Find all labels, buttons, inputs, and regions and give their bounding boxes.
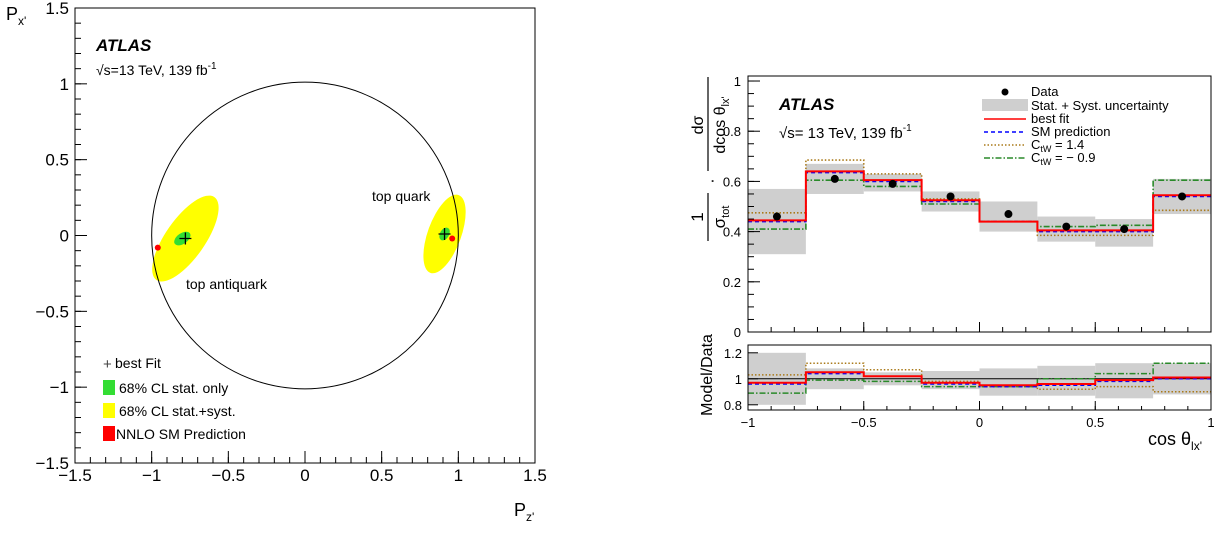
x-tick-label: −0.5 <box>212 466 246 485</box>
legend-label: SM prediction <box>1031 124 1110 139</box>
x-tick-label: 1 <box>454 466 463 485</box>
x-tick-label: −1 <box>741 415 756 430</box>
y-tick-label: 0.8 <box>723 124 741 139</box>
series-line <box>748 170 1211 232</box>
data-points <box>772 174 1187 234</box>
right-panel: 00.20.40.60.81 0.811.2−1 −0.5 0 0.5 1 ATLAS … <box>688 74 1215 453</box>
legend-stat-syst-swatch <box>103 403 115 418</box>
ylabel-sigma: σtot <box>710 206 732 229</box>
x-tick-label: 0 <box>300 466 309 485</box>
x-tick-label: 1.5 <box>523 466 547 485</box>
best-fit-marker <box>179 232 192 245</box>
left-panel: −1.5 −1 −0.5 0 0.5 1 1.5 −1.5 −1 −0.5 0 0.5 1 1.5 ATL… <box>6 0 547 524</box>
y-tick-label: 0.6 <box>723 174 741 189</box>
sm-prediction-point <box>449 235 456 242</box>
x-tick-label: −1 <box>142 466 161 485</box>
data-point <box>888 179 897 188</box>
top-antiquark-label: top antiquark <box>186 276 268 292</box>
left-legend: + best Fit 68% CL stat. only 68% CL stat… <box>103 355 246 442</box>
ratio-band-bin <box>979 368 1038 396</box>
y-tick-label: 1 <box>60 75 69 94</box>
right-xlabel: cos θlx' <box>1148 429 1202 453</box>
best-fit-marker <box>438 227 451 240</box>
left-energy-label: √s=13 TeV, 139 fb-1 <box>96 61 217 78</box>
x-tick-label: 0.5 <box>1086 415 1104 430</box>
left-atlas-label: ATLAS <box>95 36 152 55</box>
legend-label: Stat. + Syst. uncertainty <box>1031 98 1169 113</box>
ratio-lines <box>748 362 1211 394</box>
main-ylabel: 1 σtot · dσ dcos θlx' <box>688 77 732 241</box>
series-line <box>748 159 1211 237</box>
y-tick-label: 1 <box>734 74 741 89</box>
ratio-band-bin <box>1037 365 1096 396</box>
data-point <box>772 212 781 221</box>
legend-best-fit-label: best Fit <box>115 355 161 371</box>
legend-data-marker <box>1001 88 1009 96</box>
x-tick-label: −1.5 <box>58 466 92 485</box>
x-tick-label: 1 <box>1207 415 1214 430</box>
y-tick-label: 0.4 <box>723 225 741 240</box>
legend-label: Data <box>1031 84 1059 99</box>
ratio-axis-ticks: 0.8 1 1.2 −1 −0.5 0 0.5 1 <box>724 346 1215 430</box>
legend-label: best fit <box>1031 111 1070 126</box>
x-tick-label: 0 <box>976 415 983 430</box>
y-tick-label: −1 <box>50 378 69 397</box>
right-energy-label: √s= 13 TeV, 139 fb-1 <box>779 123 912 142</box>
legend-stat-syst-label: 68% CL stat.+syst. <box>119 403 236 419</box>
legend-sm-label: NNLO SM Prediction <box>116 426 246 442</box>
y-tick-label: −0.5 <box>35 302 69 321</box>
ratio-y-tick-label: 0.8 <box>724 398 742 413</box>
data-point <box>1178 192 1187 201</box>
legend-best-fit-marker: + <box>103 356 112 373</box>
ratio-y-tick-label: 1.2 <box>724 346 742 361</box>
main-axis-ticks: 0 0.2 0.4 0.6 0.8 1 <box>723 74 1212 340</box>
right-atlas-label: ATLAS <box>778 95 835 114</box>
y-tick-label: 0 <box>734 325 741 340</box>
ratio-ylabel: Model/Data <box>699 334 716 416</box>
legend-stat-only-swatch <box>103 380 115 395</box>
sm-prediction-point <box>154 244 161 251</box>
data-point <box>946 192 955 201</box>
y-tick-label: 0 <box>60 227 69 246</box>
ratio-band-bin <box>921 371 980 390</box>
y-tick-label: −1.5 <box>35 454 69 473</box>
legend-label: CtW = − 0.9 <box>1031 150 1095 167</box>
x-tick-label: 0.5 <box>370 466 394 485</box>
left-ylabel: Px' <box>6 4 26 28</box>
data-point <box>830 174 839 183</box>
data-point <box>1062 222 1071 231</box>
data-point <box>1120 225 1129 234</box>
top-quark-label: top quark <box>372 188 431 204</box>
y-tick-label: 0.5 <box>45 151 69 170</box>
ratio-y-tick-label: 1 <box>735 372 742 387</box>
y-tick-label: 0.2 <box>723 275 741 290</box>
ylabel-dcos: dcos θlx' <box>712 96 732 153</box>
x-tick-label: −0.5 <box>851 415 877 430</box>
legend-sm-swatch <box>103 426 115 441</box>
ylabel-dot: · <box>702 178 721 184</box>
legend-uncertainty-swatch <box>982 99 1028 111</box>
left-xlabel: Pz' <box>514 500 534 524</box>
ylabel-one: 1 <box>688 212 707 221</box>
ratio-series-line <box>748 371 1211 387</box>
unit-circle <box>151 81 459 390</box>
ylabel-dsigma: dσ <box>690 115 707 134</box>
data-point <box>1004 210 1013 219</box>
left-points <box>154 227 456 251</box>
y-tick-label: 1.5 <box>45 0 69 18</box>
legend-stat-only-label: 68% CL stat. only <box>119 380 228 396</box>
left-axis-ticks: −1.5 −1 −0.5 0 0.5 1 1.5 −1.5 −1 −0.5 0 0.5 1 1.5 <box>35 0 546 485</box>
legend-label: CtW = 1.4 <box>1031 137 1084 154</box>
